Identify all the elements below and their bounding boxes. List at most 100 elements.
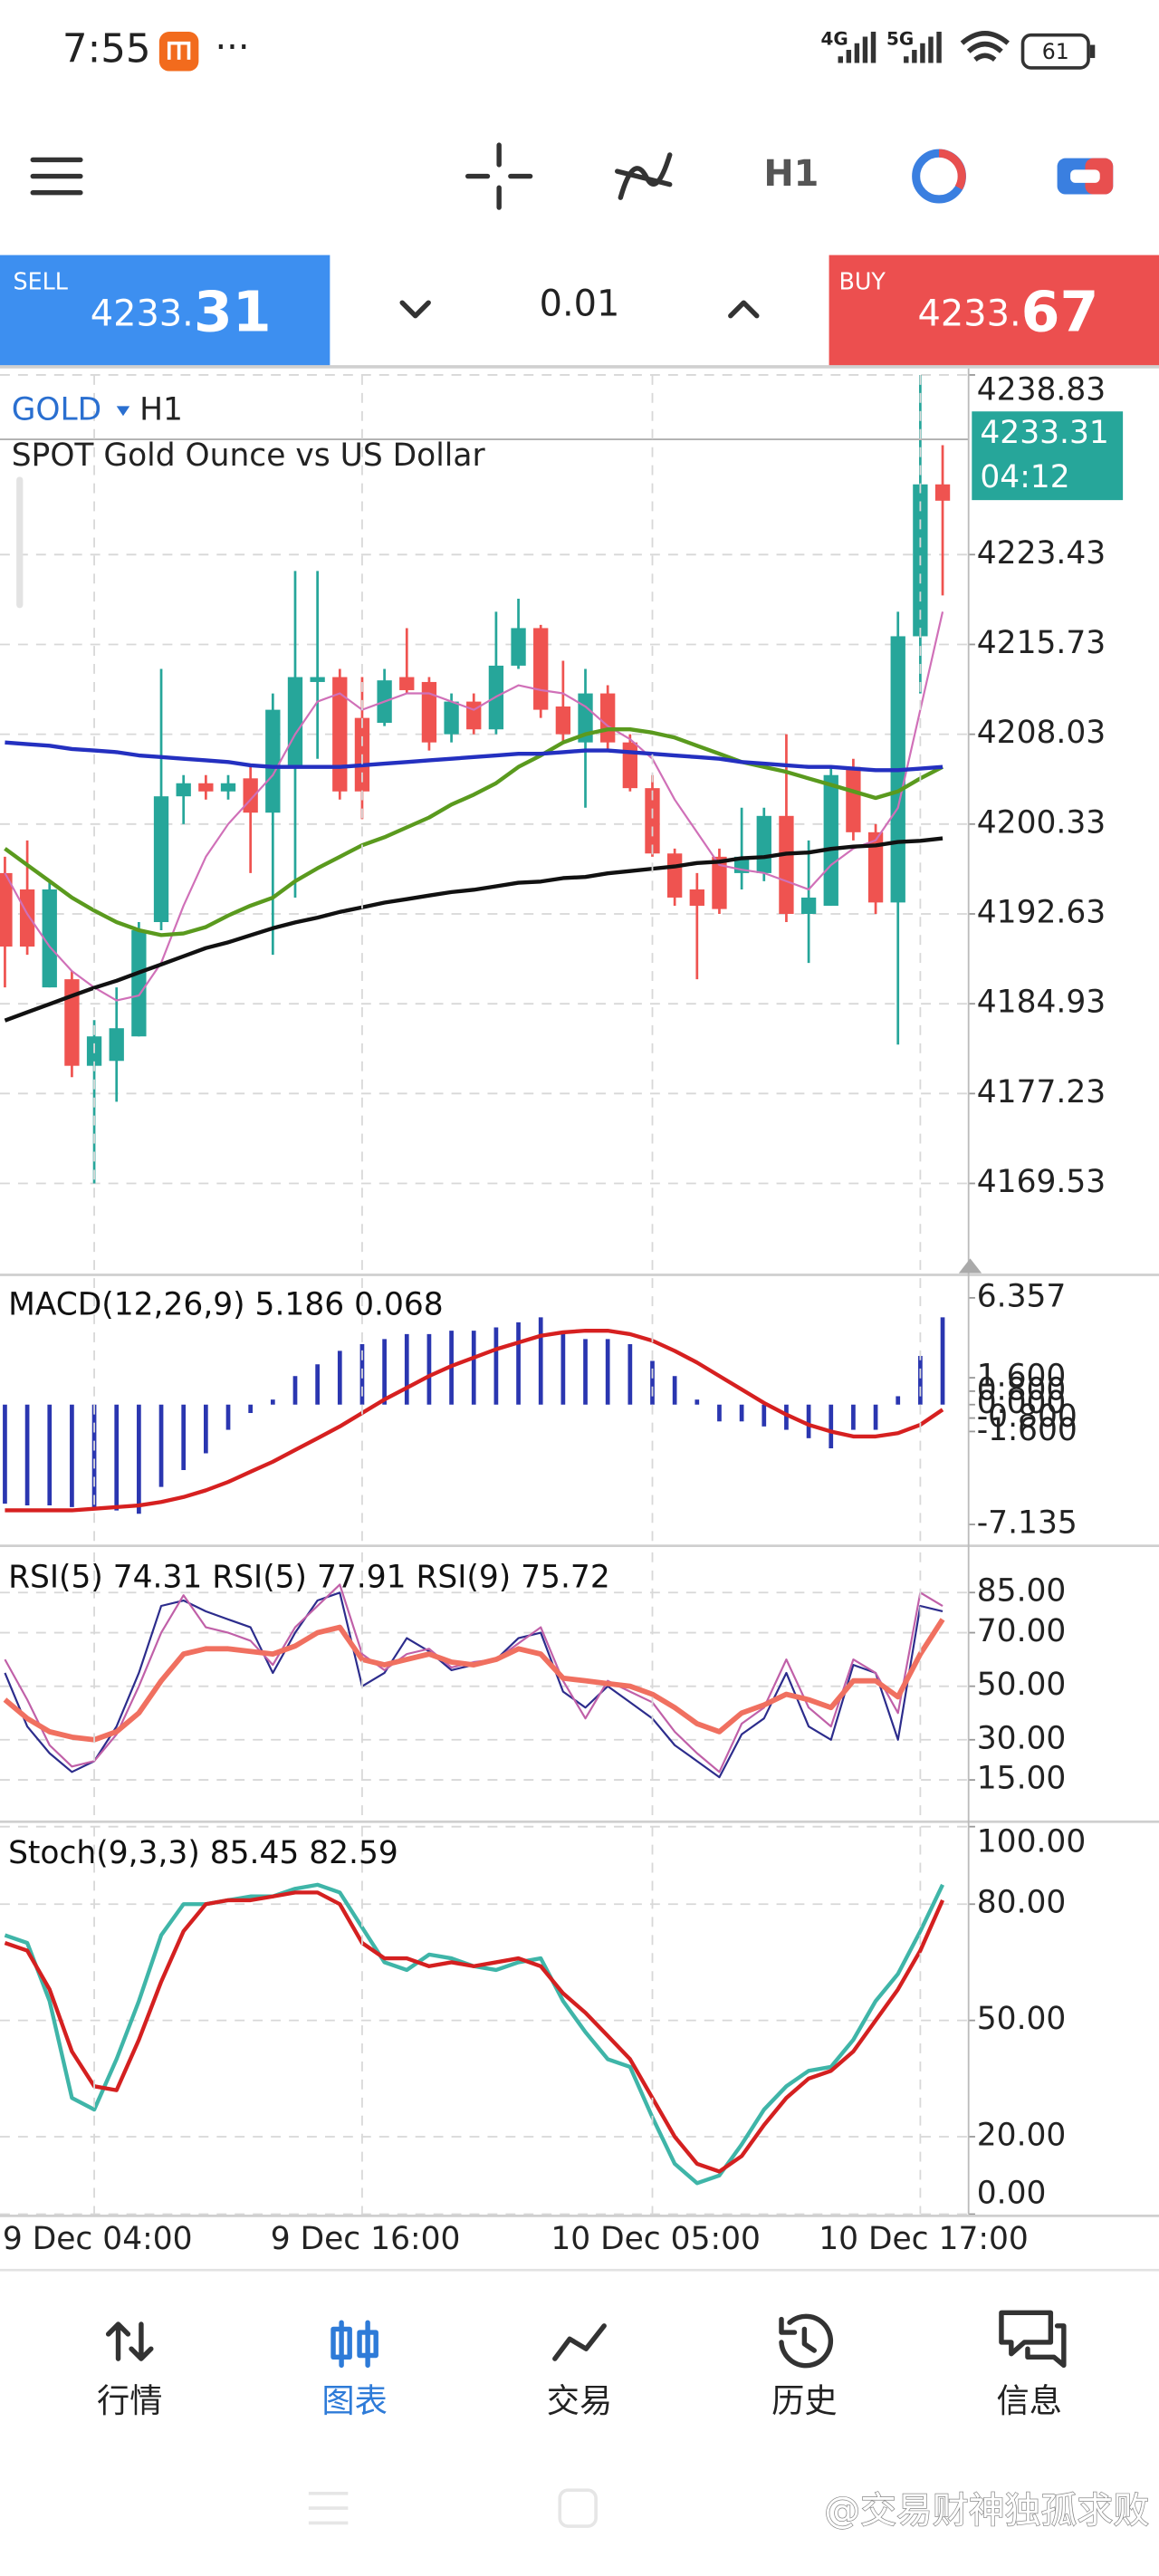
candle-body	[779, 815, 794, 914]
series-line	[4, 727, 944, 937]
y-tick-label: 0.000	[977, 1385, 1067, 1421]
y-tick-label: 4208.03	[977, 715, 1106, 751]
y-tick-label: 85.00	[977, 1573, 1067, 1610]
clock: 7:55	[62, 26, 151, 72]
candle-body	[578, 693, 593, 743]
current-price-label: 4233.31	[980, 415, 1108, 451]
y-tick-label: 4184.93	[977, 985, 1106, 1021]
candle-body	[399, 677, 415, 690]
app-icon-glyph	[167, 41, 191, 60]
candle-body	[800, 897, 817, 914]
candle-body	[42, 889, 57, 988]
candle-body	[934, 484, 951, 501]
network-label: 4G	[821, 28, 848, 50]
nav-icon[interactable]	[552, 2323, 607, 2361]
candle-body	[332, 677, 348, 792]
candle-body	[19, 889, 35, 947]
y-tick-label: 50.00	[977, 1667, 1067, 1703]
watermark: @交易财神独孤求败	[824, 2490, 1149, 2532]
symbol[interactable]: GOLD	[12, 391, 102, 428]
battery-tip	[1089, 44, 1096, 59]
nav-icon[interactable]	[330, 2320, 378, 2369]
nav-label[interactable]: 信息	[997, 2381, 1063, 2420]
y-tick-label: 80.00	[977, 1885, 1067, 1921]
volume-increase[interactable]	[728, 300, 760, 319]
volume-decrease[interactable]	[399, 300, 431, 319]
nav-icon[interactable]	[105, 2321, 154, 2361]
network-label: 5G	[886, 28, 914, 50]
y-tick-label: 1.600	[977, 1359, 1067, 1395]
candle-body	[555, 706, 571, 735]
candle-body	[310, 677, 325, 682]
x-tick-label: 10 Dec 05:00	[551, 2221, 761, 2257]
y-tick-label: -0.800	[977, 1399, 1078, 1435]
series-line	[5, 740, 943, 773]
chart-area[interactable]: 4238.83 4223.43 4215.73 4208.03 4200.33 4192.…	[0, 368, 1159, 2257]
buy-button[interactable]	[829, 255, 1159, 367]
more-dots: ···	[216, 26, 250, 68]
candle-body	[421, 681, 437, 743]
nav-label[interactable]: 图表	[321, 2381, 388, 2420]
y-tick-label: 15.00	[977, 1761, 1067, 1797]
y-tick-label: 4223.43	[977, 535, 1106, 572]
system-home[interactable]	[558, 2488, 598, 2528]
series-line	[3, 1618, 945, 1743]
y-tick-label: 50.00	[977, 2001, 1067, 2037]
nav-label[interactable]: 交易	[547, 2381, 613, 2420]
series-line	[4, 1890, 945, 2174]
buy-price-pips: 67	[1021, 280, 1099, 345]
y-tick-label: 4177.23	[977, 1074, 1106, 1110]
timeframe-button[interactable]: H1	[763, 153, 819, 195]
y-tick-label: 100.00	[977, 1823, 1087, 1860]
system-menu[interactable]	[308, 2491, 349, 2525]
candle-body	[867, 831, 884, 903]
scrollbar	[16, 476, 24, 609]
candle-body	[756, 815, 771, 873]
pane-resize-handle	[958, 1258, 982, 1274]
candle-body	[153, 796, 169, 923]
objects-button-accent	[938, 149, 966, 190]
chart-timeframe: H1	[139, 391, 183, 428]
menu-button[interactable]	[30, 157, 83, 196]
candle-body	[689, 889, 704, 906]
y-tick-label: 30.00	[977, 1720, 1067, 1756]
toolbar	[0, 99, 1159, 255]
signal-bars	[904, 32, 942, 63]
series-line	[4, 1583, 943, 1773]
y-tick-label: 0.800	[977, 1371, 1067, 1408]
candle-body	[846, 766, 861, 832]
nav-label[interactable]: 历史	[771, 2381, 838, 2420]
y-tick-label: 6.357	[977, 1278, 1067, 1314]
candle-body	[243, 778, 258, 813]
candle-body	[287, 677, 303, 767]
wifi-icon	[960, 31, 1010, 62]
sell-price: 4233.31	[91, 280, 272, 345]
crosshair-button[interactable]	[465, 142, 533, 210]
candle-body	[0, 872, 13, 947]
sell-button[interactable]	[0, 255, 330, 367]
symbol-dropdown[interactable]	[116, 406, 130, 417]
candle-body	[265, 709, 281, 813]
volume[interactable]: 0.01	[540, 283, 620, 324]
candle-body	[645, 788, 660, 854]
current-price-box	[972, 411, 1124, 501]
nav-label[interactable]: 行情	[97, 2381, 163, 2420]
y-tick-label: -7.135	[977, 1505, 1078, 1542]
sell-price-prefix: 4233.	[91, 293, 194, 334]
trade-toggle-knob	[1070, 169, 1100, 183]
x-tick-label: 9 Dec 16:00	[271, 2221, 461, 2257]
signal-bars	[838, 32, 876, 63]
y-tick-label: 0.00	[977, 2175, 1047, 2211]
battery-level: 61	[1042, 39, 1069, 64]
y-tick-label: 4215.73	[977, 625, 1106, 661]
candle-body	[666, 853, 683, 898]
indicators-button[interactable]	[614, 152, 673, 200]
y-tick-label: 70.00	[977, 1613, 1067, 1649]
candle-body	[198, 783, 214, 792]
nav-icon[interactable]	[779, 2313, 833, 2369]
sell-price-pips: 31	[194, 280, 272, 345]
stoch-title: Stoch(9,3,3) 85.45 82.59	[8, 1835, 398, 1871]
nav-icon[interactable]	[999, 2310, 1067, 2369]
